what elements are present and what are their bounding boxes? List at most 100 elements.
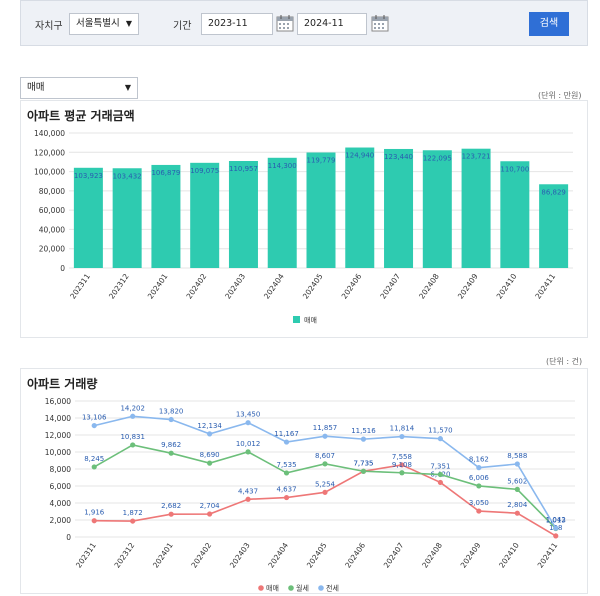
data-point [514,486,520,492]
bar-value-label: 119,779 [307,156,336,164]
data-point [322,489,328,495]
bar [151,164,181,268]
legend-marker [288,585,294,591]
x-tick-label: 202409 [456,272,480,301]
x-tick-label: 202410 [497,541,521,570]
bar-value-label: 103,432 [113,172,142,180]
region-label: 자치구 [35,21,63,32]
point-value-label: 13,450 [236,411,260,419]
point-value-label: 7,735 [353,459,373,467]
data-point [322,461,328,467]
point-value-label: 8,690 [200,451,220,459]
y-tick-label: 14,000 [45,414,71,423]
point-value-label: 11,814 [390,425,415,433]
data-point [399,462,405,468]
bar [461,148,491,268]
search-button[interactable]: 검색 [529,12,569,36]
y-tick-label: 4,000 [50,499,72,508]
x-tick-label: 202410 [495,272,519,301]
legend-label: 월세 [296,584,309,593]
point-value-label: 11,516 [351,427,376,435]
x-tick-label: 202402 [185,272,209,301]
point-value-label: 14,202 [120,404,145,412]
start-date-input[interactable]: 2023-11 [201,13,273,35]
data-point [283,439,290,445]
bar [73,167,103,268]
data-point [322,433,328,439]
chart1-title: 아파트 평균 거래금액 [27,109,135,123]
point-value-label: 7,351 [430,463,450,471]
x-tick-label: 202401 [151,541,175,570]
bar [267,157,297,268]
data-point [245,420,251,426]
bar [228,161,258,268]
region-select[interactable]: 서울특별시 ▼ [69,13,139,35]
x-tick-label: 202408 [417,272,441,301]
data-point [553,525,559,531]
data-point [130,442,136,448]
bar [306,152,336,268]
end-date-input[interactable]: 2024-11 [297,13,367,35]
x-tick-label: 202406 [343,541,367,570]
y-tick-label: 80,000 [39,187,65,196]
y-tick-label: 120,000 [34,148,65,157]
period-label: 기간 [173,21,192,32]
y-tick-label: 60,000 [39,206,65,215]
bar-value-label: 103,923 [74,172,103,180]
data-point [514,510,520,516]
y-tick-label: 10,000 [45,448,71,457]
point-value-label: 8,588 [507,452,527,460]
avg-price-panel: 아파트 평균 거래금액 0 20,000 40,000 60,000 80,000 100… [20,100,588,338]
region-select-value: 서울특별시 [76,18,120,29]
data-point [130,413,136,419]
legend-marker [258,585,264,591]
point-value-label: 8,607 [315,452,335,460]
avg-price-bar-chart: 0 20,000 40,000 60,000 80,000 100,000 120,000 1… [34,129,573,325]
bar-value-label: 123,721 [462,153,491,161]
point-value-label: 4,437 [238,487,258,495]
point-value-label: 6,006 [469,474,490,482]
point-value-label: 5,602 [507,477,527,485]
legend-marker [318,585,324,591]
point-value-label: 9,862 [161,441,181,449]
point-value-label: 1,013 [546,517,566,525]
y-tick-label: 6,000 [50,482,72,491]
x-tick-label: 202403 [223,272,247,301]
point-value-label: 3,050 [469,499,489,507]
legend-label: 전세 [326,584,339,593]
chart2-unit: (단위 : 건) [546,357,583,366]
data-point [399,433,405,440]
point-value-label: 11,570 [428,427,453,435]
bar-value-label: 110,700 [500,165,529,173]
data-point [476,508,482,514]
chevron-down-icon: ▼ [124,83,131,92]
bar [500,161,530,268]
x-tick-label: 202411 [536,541,560,570]
point-value-label: 11,857 [313,424,338,432]
data-point [437,471,443,478]
point-value-label: 13,820 [159,408,184,416]
calendar-icon[interactable] [371,14,389,32]
calendar-icon[interactable] [276,14,294,32]
data-point [514,461,520,467]
data-point [168,450,174,456]
point-value-label: 2,682 [161,502,181,510]
point-value-label: 7,558 [392,453,412,461]
data-point [399,470,405,476]
y-tick-label: 8,000 [50,465,72,474]
y-tick-label: 140,000 [34,129,65,138]
transaction-type-select[interactable]: 매매 ▼ [20,77,138,99]
bar [384,148,414,268]
filter-bar: 자치구 서울특별시 ▼ 기간 2023-11 2024-11 검색 [20,0,588,46]
x-tick-label: 202404 [266,541,290,570]
data-point [91,422,97,429]
chart2-title: 아파트 거래량 [27,377,98,391]
x-tick-label: 202402 [189,541,213,570]
data-point [283,494,290,501]
legend-swatch [293,316,300,323]
x-tick-label: 202404 [262,272,286,301]
point-value-label: 10,012 [236,440,260,448]
data-point [207,431,213,437]
data-point [207,460,213,466]
point-value-label: 2,804 [507,501,528,509]
